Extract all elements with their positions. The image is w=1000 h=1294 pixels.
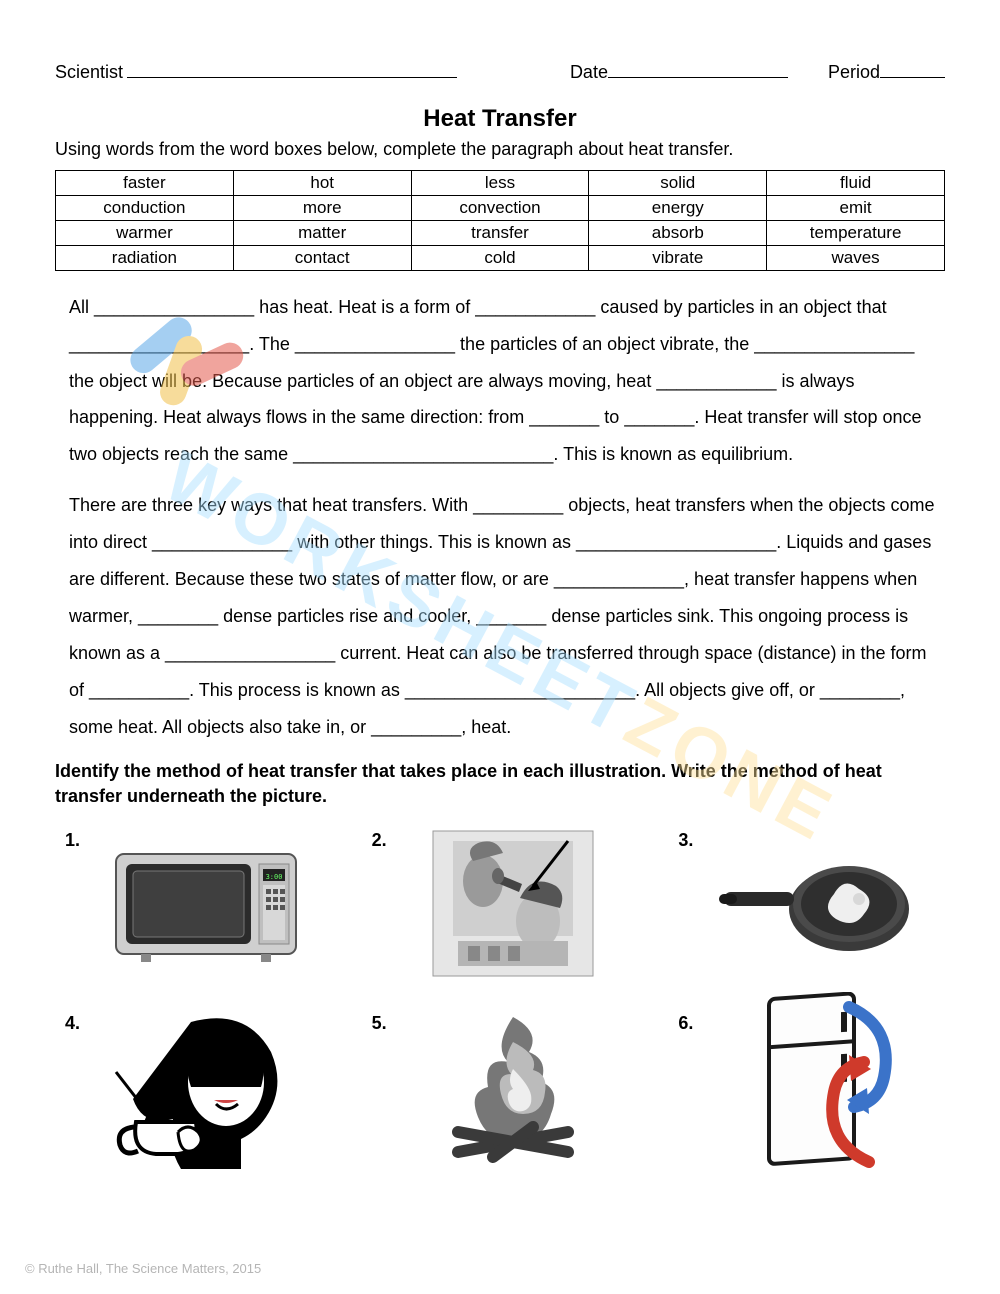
refrigerator-icon [703,1009,935,1164]
date-label: Date [570,62,608,83]
illustration-1-num: 1. [65,830,80,851]
wordbox-cell: energy [589,195,767,220]
wordbox-cell: conduction [56,195,234,220]
frying-pan-icon [703,826,935,981]
campfire-icon [397,1009,629,1164]
wordbox-cell: convection [411,195,589,220]
hair-dryer-icon [397,826,629,981]
header-fields: Scientist Date Period [55,58,945,83]
wordbox-cell: less [411,170,589,195]
wordbox-cell: fluid [767,170,945,195]
scientist-blank[interactable] [127,58,457,78]
wordbox-cell: temperature [767,220,945,245]
period-label: Period [828,62,880,83]
instruction-text: Using words from the word boxes below, c… [55,139,945,160]
paragraph-1: All ________________ has heat. Heat is a… [55,289,945,473]
page-title: Heat Transfer [55,105,945,133]
wordbox-cell: faster [56,170,234,195]
illustration-3: 3. [678,826,935,981]
period-blank[interactable] [880,58,945,78]
illustration-2: 2. [372,826,629,981]
illustration-1: 1. 3:00 [65,826,322,981]
wordbox-cell: waves [767,245,945,270]
footer-copyright: © Ruthe Hall, The Science Matters, 2015 [25,1261,261,1276]
illustration-4: 4. [65,1009,322,1164]
wordbox-cell: absorb [589,220,767,245]
section2-heading: Identify the method of heat transfer tha… [55,759,945,808]
wordbox-cell: warmer [56,220,234,245]
illustration-6-num: 6. [678,1013,693,1034]
wordbox-cell: contact [233,245,411,270]
word-box-table: fasterhotlesssolidfluidconductionmorecon… [55,170,945,271]
paragraph-2: There are three key ways that heat trans… [55,487,945,745]
wordbox-cell: more [233,195,411,220]
wordbox-cell: cold [411,245,589,270]
coffee-cup-icon [90,1009,322,1164]
illustration-grid: 1. 3:00 [55,826,945,1164]
illustration-2-num: 2. [372,830,387,851]
svg-text:3:00: 3:00 [265,873,282,881]
illustration-4-num: 4. [65,1013,80,1034]
wordbox-cell: hot [233,170,411,195]
wordbox-row: radiationcontactcoldvibratewaves [56,245,945,270]
wordbox-row: conductionmoreconvectionenergyemit [56,195,945,220]
illustration-6: 6. [678,1009,935,1164]
wordbox-cell: transfer [411,220,589,245]
microwave-icon: 3:00 [90,826,322,981]
wordbox-row: warmermattertransferabsorbtemperature [56,220,945,245]
illustration-5-num: 5. [372,1013,387,1034]
wordbox-cell: radiation [56,245,234,270]
wordbox-cell: solid [589,170,767,195]
worksheet-page: WORKSHEETZONE Scientist Date Period Heat… [0,0,1000,1294]
scientist-label: Scientist [55,62,123,83]
illustration-3-num: 3. [678,830,693,851]
illustration-5: 5. [372,1009,629,1164]
wordbox-cell: vibrate [589,245,767,270]
date-blank[interactable] [608,58,788,78]
wordbox-cell: emit [767,195,945,220]
wordbox-row: fasterhotlesssolidfluid [56,170,945,195]
wordbox-cell: matter [233,220,411,245]
